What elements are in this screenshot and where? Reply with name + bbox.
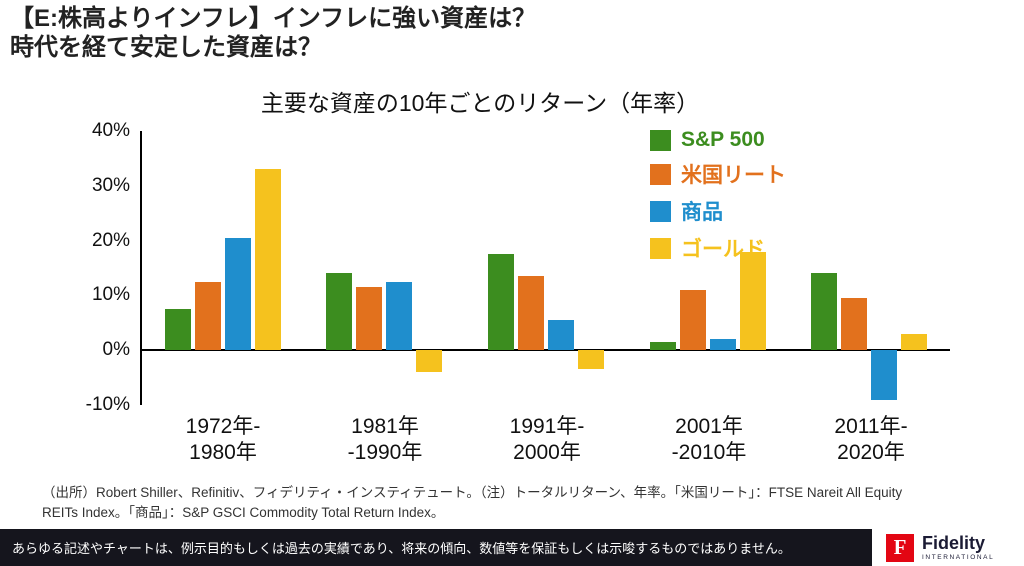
bar-group — [465, 131, 627, 405]
legend-label: 米国リート — [681, 164, 786, 187]
bottom-bar: あらゆる記述やチャートは、例示目的もしくは過去の実績であり、将来の傾向、数値等を… — [0, 529, 1024, 566]
fidelity-logo: F Fidelity INTERNATIONAL — [872, 529, 1024, 566]
bar-S&P 500-2001年-2010年 — [649, 341, 676, 351]
x-axis-label-line: 1972年- — [185, 415, 261, 438]
y-tick-label: 0% — [102, 339, 130, 361]
bar-ゴールド-2001年-2010年 — [739, 251, 766, 351]
y-tick-label: 40% — [91, 120, 130, 141]
bar-商品-1972年-1980年 — [224, 237, 251, 351]
x-axis-label-line: 1981年 — [351, 415, 419, 438]
bar-chart: 40% 30% 20% 10% 0% -10% — [60, 120, 950, 415]
x-axis-label-line: 2020年 — [837, 441, 905, 465]
plot-area — [140, 131, 950, 405]
legend-item: S&P 500 — [650, 128, 786, 152]
bar-cluster — [326, 131, 443, 405]
y-tick-label: 20% — [91, 229, 130, 251]
legend-label: ゴールド — [681, 238, 765, 261]
disclaimer-bar: あらゆる記述やチャートは、例示目的もしくは過去の実績であり、将来の傾向、数値等を… — [0, 529, 872, 566]
bar-group — [142, 131, 304, 405]
bar-米国リート-1972年-1980年 — [194, 281, 221, 351]
footnote-line2: REITs Index。「商品」：S&P GSCI Commodity Tota… — [42, 505, 445, 521]
legend-label: 商品 — [681, 201, 723, 224]
bar-cluster — [487, 131, 604, 405]
bar-米国リート-2011年-2020年 — [841, 298, 868, 351]
x-axis-label: 1991年- 2000年 — [466, 414, 628, 467]
legend-label: S&P 500 — [681, 128, 765, 151]
x-axis-label-line: -1990年 — [347, 441, 423, 465]
bar-cluster — [811, 131, 928, 405]
legend-swatch-icon — [650, 129, 671, 151]
y-tick-label: 10% — [91, 284, 130, 306]
logo-sub: INTERNATIONAL — [922, 554, 995, 561]
bar-米国リート-1991年-2000年 — [517, 276, 544, 351]
page-title-line1: 【E:株高よりインフレ】インフレに強い資産は？ — [10, 5, 537, 32]
x-axis-label-line: 2001年 — [675, 415, 743, 438]
x-axis-label: 1972年- 1980年 — [142, 414, 304, 467]
y-tick-label: 30% — [91, 174, 130, 196]
x-axis-label-line: 2000年 — [513, 441, 581, 465]
x-axis-label-line: -2010年 — [671, 441, 747, 465]
legend-swatch-icon — [650, 237, 671, 259]
logo-brand: Fidelity — [922, 533, 986, 553]
x-axis: 1972年- 1980年 1981年 -1990年 1991年- 2000年 2001年 -2… — [142, 414, 952, 467]
bar-group — [627, 131, 789, 405]
fidelity-f-icon: F — [886, 533, 914, 562]
page-title: 【E:株高よりインフレ】インフレに強い資産は？ 時代を経て安定した資産は？ — [10, 5, 536, 63]
bar-group — [304, 131, 466, 405]
footnote: （出所）Robert Shiller、Refinitiv、フィデリティ・インステ… — [42, 483, 992, 524]
bar-cluster — [164, 131, 281, 405]
bar-S&P 500-1981年-1990年 — [326, 273, 353, 351]
y-axis: 40% 30% 20% 10% 0% -10% — [60, 120, 140, 415]
legend: S&P 500 米国リート商品ゴールド — [650, 128, 786, 263]
footnote-line1: （出所）Robert Shiller、Refinitiv、フィデリティ・インステ… — [42, 485, 903, 500]
bar-group — [788, 131, 950, 405]
legend-item: 商品 — [650, 196, 786, 226]
x-axis-label: 2001年 -2010年 — [628, 414, 790, 467]
bar-商品-2011年-2020年 — [871, 350, 898, 400]
bar-ゴールド-2011年-2020年 — [901, 333, 928, 351]
bar-S&P 500-1991年-2000年 — [487, 254, 514, 351]
legend-swatch-icon — [650, 200, 671, 222]
bar-商品-1991年-2000年 — [547, 320, 574, 351]
bar-S&P 500-1972年-1980年 — [164, 309, 191, 351]
page-title-line2: 時代を経て安定した資産は？ — [10, 33, 322, 61]
x-axis-label: 2011年- 2020年 — [790, 414, 952, 467]
x-axis-label: 1981年 -1990年 — [304, 414, 466, 467]
bar-商品-1981年-1990年 — [386, 281, 413, 351]
logo-text: Fidelity INTERNATIONAL — [922, 534, 994, 561]
x-axis-label-line: 1980年 — [189, 441, 257, 465]
bar-商品-2001年-2010年 — [709, 339, 736, 351]
legend-item: ゴールド — [650, 233, 786, 263]
x-axis-label-line: 1991年- — [509, 415, 585, 438]
y-tick-label: -10% — [85, 394, 130, 415]
x-axis-zero-line — [142, 349, 950, 352]
bar-ゴールド-1981年-1990年 — [416, 350, 443, 373]
chart-title: 主要な資産の10年ごとのリターン（年率） — [260, 90, 700, 116]
bar-ゴールド-1972年-1980年 — [254, 169, 281, 351]
bar-米国リート-2001年-2010年 — [679, 289, 706, 351]
x-axis-label-line: 2011年- — [834, 415, 908, 438]
bar-cluster — [649, 131, 766, 405]
disclaimer-text: あらゆる記述やチャートは、例示目的もしくは過去の実績であり、将来の傾向、数値等を… — [12, 541, 791, 556]
bar-ゴールド-1991年-2000年 — [577, 350, 604, 370]
bar-米国リート-1981年-1990年 — [356, 287, 383, 351]
legend-item: 米国リート — [650, 159, 786, 189]
bar-S&P 500-2011年-2020年 — [811, 273, 838, 351]
legend-swatch-icon — [650, 163, 671, 185]
